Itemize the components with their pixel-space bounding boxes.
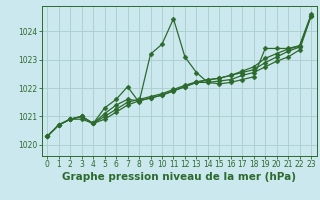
X-axis label: Graphe pression niveau de la mer (hPa): Graphe pression niveau de la mer (hPa) <box>62 172 296 182</box>
